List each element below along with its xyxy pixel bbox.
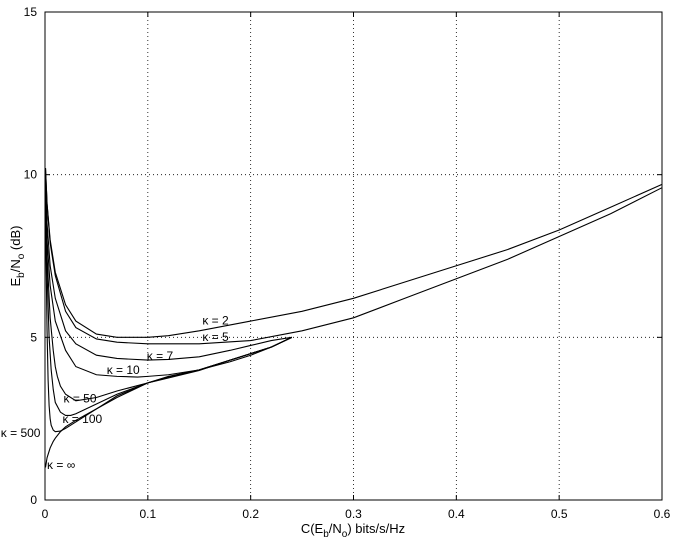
series-annotation: κ = 100: [62, 412, 102, 426]
y-tick-label: 0: [30, 493, 37, 507]
x-label-unit: ) bits/s/Hz: [347, 521, 405, 536]
y-axis-label: Eb/No (dB): [8, 226, 27, 287]
y-label-mid: /N: [8, 259, 23, 272]
series-annotation: κ = ∞: [47, 458, 75, 472]
series-line: [44, 336, 293, 468]
x-label-sub-o: o: [342, 529, 348, 540]
y-label-sub-b: b: [16, 272, 27, 278]
series-line: [44, 174, 293, 378]
x-axis-label: C(Eb/No) bits/s/Hz: [301, 521, 405, 540]
x-label-sub-b: b: [323, 529, 329, 540]
x-tick-label: 0.4: [448, 507, 465, 521]
series-line: [44, 168, 663, 338]
series-annotation: κ = 7: [147, 349, 174, 363]
series-annotations: κ = 2 κ = 5 κ = 7 κ = 10 κ = 50 κ = 100 κ = 50…: [1, 313, 229, 472]
grid: [45, 12, 662, 500]
x-tick-label: 0: [42, 507, 49, 521]
x-tick-label: 0.2: [242, 507, 259, 521]
y-tick-label: 10: [24, 168, 38, 182]
y-label-main: E: [8, 277, 23, 286]
y-tick-label: 15: [24, 5, 38, 19]
series-annotation: κ = 5: [202, 330, 229, 344]
y-label-unit: (dB): [8, 226, 23, 254]
x-tick-label: 0.5: [551, 507, 568, 521]
x-tick-label: 0.3: [345, 507, 362, 521]
series-annotation: κ = 10: [107, 363, 140, 377]
y-label-sub-o: o: [16, 253, 27, 259]
x-label-mid: /N: [329, 521, 342, 536]
series-line: [44, 168, 663, 345]
x-tick-label: 0.6: [654, 507, 671, 521]
series-annotation: κ = 50: [64, 391, 97, 405]
series-annotation: κ = 500: [1, 426, 41, 440]
series-line: [44, 174, 292, 361]
axis-ticks: 0 0.1 0.2 0.3 0.4 0.5 0.6 0 5 10 15: [24, 5, 671, 521]
x-label-main: C(E: [301, 521, 324, 536]
x-tick-label: 0.1: [139, 507, 156, 521]
y-tick-label: 5: [30, 330, 37, 344]
series-annotation: κ = 2: [202, 313, 229, 327]
series-lines: [44, 168, 663, 468]
